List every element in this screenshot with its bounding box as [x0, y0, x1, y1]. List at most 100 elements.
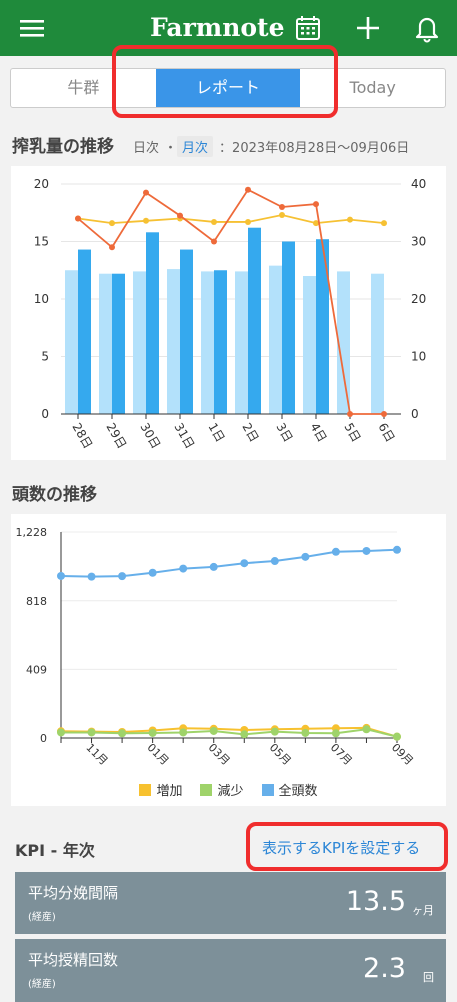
series-point	[179, 728, 188, 737]
series-point	[362, 725, 371, 734]
y-tick-label-right: 20	[411, 292, 426, 306]
line-point	[245, 218, 251, 225]
line-point	[211, 238, 217, 245]
bar-light	[337, 271, 350, 414]
y-tick-label-right: 40	[411, 177, 426, 191]
series-point	[179, 564, 188, 573]
bar-dark	[248, 227, 261, 414]
x-tick-label: 1日	[205, 421, 227, 445]
legend-swatch	[139, 783, 152, 796]
app-logo: Farmnote	[150, 13, 285, 42]
herd-chart: 0 409 818 1,228 11月 01月 03月 05月 07月 09月	[16, 526, 416, 768]
kpi-value: 13.5	[345, 886, 406, 917]
legend-item-increase[interactable]: 増加	[139, 780, 182, 799]
series-point	[148, 728, 157, 737]
line-point	[313, 220, 319, 227]
milk-section-title: 搾乳量の推移	[12, 137, 114, 157]
line-point	[109, 220, 115, 227]
x-tick-label: 31日	[171, 421, 197, 452]
line-point	[279, 212, 285, 219]
plus-icon[interactable]	[352, 12, 384, 44]
bar-dark	[316, 239, 329, 414]
series-point	[301, 552, 310, 561]
line-point	[75, 215, 81, 222]
y-tick-label: 409	[26, 663, 47, 676]
milk-chart-card: 0 5 10 15 20 0 10 20 30 40 28日 29日 30日 31日 1日 2日 3日 4日 5日 6…	[11, 166, 446, 460]
bar-dark	[146, 232, 159, 414]
series-point	[331, 729, 340, 738]
line-point	[109, 244, 115, 251]
x-tick-label: 30日	[137, 421, 163, 452]
series-point	[209, 726, 218, 735]
kpi-settings-link[interactable]: 表示するKPIを設定する	[262, 839, 421, 857]
line-point	[245, 186, 251, 193]
legend-item-decrease[interactable]: 減少	[200, 780, 244, 799]
bar-light	[133, 271, 146, 414]
y-tick-label-right: 10	[411, 350, 426, 364]
y-tick-label-right: 0	[411, 407, 419, 421]
line-series-right	[77, 188, 384, 415]
herd-chart-card: 0 409 818 1,228 11月 01月 03月 05月 07月 09月	[11, 514, 446, 806]
x-tick-label: 2日	[239, 421, 261, 445]
legend-swatch	[200, 783, 213, 796]
series-point	[301, 728, 310, 737]
kpi-unit: ヶ月	[412, 904, 434, 917]
tab-herd[interactable]: 牛群	[67, 78, 100, 97]
x-tick-label: 03月	[206, 741, 233, 768]
legend-label: 全頭数	[278, 784, 318, 799]
x-tick-label: 4日	[307, 421, 329, 445]
series-point	[240, 730, 249, 739]
period-daily[interactable]: 日次	[133, 141, 160, 156]
x-tick-label: 6日	[375, 421, 397, 445]
period-range: ：2023年08月28日〜09月06日	[219, 141, 410, 156]
line-point	[313, 201, 319, 208]
kpi-title: KPI - 年次	[15, 841, 95, 860]
bell-icon[interactable]	[411, 12, 443, 44]
line-point	[347, 411, 353, 417]
line-point	[211, 218, 217, 225]
legend-swatch	[261, 783, 274, 796]
bar-light	[235, 271, 248, 414]
legend-item-total[interactable]: 全頭数	[261, 780, 318, 799]
bar-light	[167, 269, 180, 414]
y-tick-label-left: 0	[41, 407, 49, 421]
tab-bar: 牛群 レポート Today	[10, 68, 446, 108]
series-point	[87, 728, 96, 737]
series-line	[60, 726, 398, 738]
x-tick-label: 3日	[273, 421, 295, 445]
x-tick-label: 11月	[83, 741, 110, 768]
tab-today[interactable]: Today	[349, 78, 396, 97]
bar-light	[65, 270, 78, 414]
tab-report[interactable]: レポート	[155, 69, 301, 107]
kpi-card-calving-interval[interactable]: 平均分娩間隔 (経産) 13.5 ヶ月	[15, 872, 446, 934]
legend-label: 減少	[217, 784, 244, 799]
kpi-value: 2.3	[363, 953, 406, 984]
period-selector: 日次 ・ 月次 ：2023年08月28日〜09月06日	[128, 136, 409, 157]
kpi-card-insemination-count[interactable]: 平均授精回数 (経産) 2.3 回	[15, 939, 446, 1002]
series-point	[393, 545, 401, 554]
series-line	[61, 728, 398, 738]
series-point	[362, 546, 371, 555]
y-tick-label-left: 20	[34, 177, 49, 191]
series-point	[331, 547, 340, 556]
bar-light	[371, 273, 384, 414]
y-tick-label-left: 15	[34, 235, 49, 249]
bar-dark	[282, 241, 295, 414]
herd-legend: 増加 減少 全頭数	[0, 780, 457, 799]
calendar-icon[interactable]	[292, 12, 324, 44]
y-tick-label-left: 5	[41, 350, 49, 364]
bar-light	[303, 276, 316, 414]
bar-light	[99, 273, 112, 414]
herd-section-title: 頭数の推移	[12, 485, 97, 505]
x-tick-label: 09月	[389, 741, 416, 768]
series-point	[270, 727, 279, 736]
x-tick-label: 28日	[69, 421, 95, 452]
x-tick-label: 29日	[103, 421, 129, 452]
series-point	[148, 568, 157, 577]
line-point	[279, 204, 285, 210]
bar-dark	[78, 249, 91, 414]
period-monthly[interactable]: 月次	[177, 136, 214, 157]
bar-light	[201, 271, 214, 414]
milk-chart: 0 5 10 15 20 0 10 20 30 40 28日 29日 30日 31日 1日 2日 3日 4日 5日 6…	[34, 177, 427, 452]
menu-icon[interactable]	[16, 12, 48, 44]
